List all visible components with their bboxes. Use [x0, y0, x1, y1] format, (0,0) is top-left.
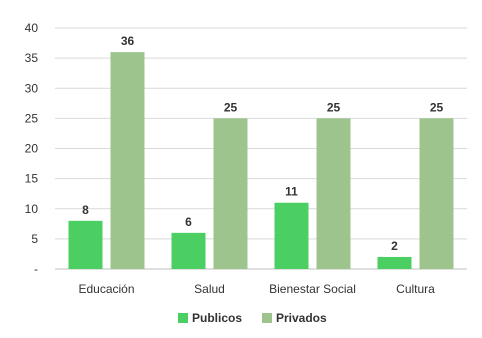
- data-label: 25: [327, 100, 341, 114]
- y-tick-label: 5: [31, 232, 38, 246]
- data-label: 25: [224, 100, 238, 114]
- x-tick-label: Bienestar Social: [269, 282, 356, 296]
- legend-label: Publicos: [192, 311, 242, 325]
- x-tick-label: Educación: [78, 282, 134, 296]
- x-tick-label: Salud: [194, 282, 225, 296]
- data-labels: 8 36 6 25 11 25 2 25: [82, 34, 443, 253]
- data-label: 6: [185, 215, 192, 229]
- legend-swatch: [262, 313, 272, 323]
- data-label: 25: [430, 100, 444, 114]
- data-label: 36: [121, 34, 135, 48]
- y-tick-label: 20: [25, 142, 39, 156]
- data-label: 2: [391, 239, 398, 253]
- data-label: 8: [82, 203, 89, 217]
- bar-privados-0: [110, 52, 145, 269]
- bars: [68, 52, 454, 269]
- bar-publicos-2: [274, 202, 309, 269]
- legend: Publicos Privados: [178, 311, 327, 325]
- legend-label: Privados: [276, 311, 327, 325]
- x-tick-label: Cultura: [396, 282, 435, 296]
- y-tick-label: 25: [25, 111, 39, 125]
- bar-privados-2: [316, 118, 351, 269]
- y-tick-label: 15: [25, 172, 39, 186]
- legend-swatch: [178, 313, 188, 323]
- bar-privados-1: [213, 118, 248, 269]
- bar-publicos-3: [377, 256, 412, 269]
- y-tick-label: 35: [25, 51, 39, 65]
- bar-publicos-1: [171, 232, 206, 269]
- axes: - 5 10 15 20 25 30 35 40 Educación Salud Bienestar …: [25, 21, 436, 296]
- y-tick-label: -: [34, 262, 38, 276]
- y-tick-label: 10: [25, 202, 39, 216]
- y-tick-label: 30: [25, 81, 39, 95]
- data-label: 11: [285, 185, 298, 199]
- bar-privados-3: [419, 118, 454, 269]
- y-tick-label: 40: [25, 21, 39, 35]
- bar-publicos-0: [68, 220, 103, 269]
